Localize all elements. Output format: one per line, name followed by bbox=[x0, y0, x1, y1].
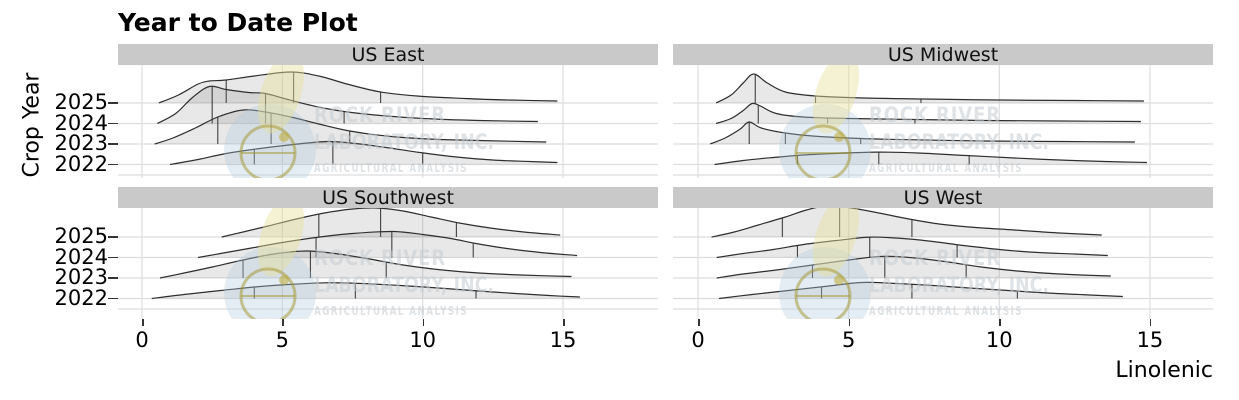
x-tick-label: 5 bbox=[841, 328, 856, 352]
y-tick-mark bbox=[108, 102, 118, 104]
x-tick-label: 15 bbox=[1136, 328, 1164, 352]
watermark-text: AGRICULTURAL ANALYSIS bbox=[869, 304, 1023, 318]
x-tick-label: 0 bbox=[135, 328, 149, 352]
x-tick-mark bbox=[142, 319, 144, 326]
year-label: 2024 bbox=[54, 110, 108, 135]
ridge-2023 bbox=[154, 109, 547, 145]
ridge-2025 bbox=[715, 73, 1144, 104]
watermark-text: LABORATORY, INC. bbox=[314, 130, 494, 154]
year-label: 2022 bbox=[54, 151, 108, 176]
facet-strip-us-southwest: US Southwest bbox=[118, 187, 658, 209]
y-tick-mark bbox=[108, 143, 118, 145]
x-tick-mark bbox=[848, 319, 851, 326]
y-tick-mark bbox=[108, 256, 118, 258]
watermark-text: AGRICULTURAL ANALYSIS bbox=[869, 161, 1023, 175]
watermark-text: ROCK RIVER bbox=[869, 103, 1001, 127]
y-tick-mark bbox=[108, 163, 118, 165]
gridlines bbox=[118, 65, 658, 178]
x-tick-mark bbox=[422, 319, 425, 326]
ridge-2023 bbox=[709, 121, 1135, 145]
watermark-text: AGRICULTURAL ANALYSIS bbox=[314, 304, 468, 318]
watermark-logo: ROCK RIVER LABORATORY, INC. AGRICULTURAL A… bbox=[224, 65, 494, 178]
x-tick-label: 10 bbox=[409, 328, 437, 352]
facet-panel-us-southwest: ROCK RIVER LABORATORY, INC. AGRICULTURAL A… bbox=[118, 208, 658, 319]
x-tick-mark bbox=[999, 319, 1001, 326]
x-tick-label: 15 bbox=[549, 328, 577, 352]
facet-strip-us-east: US East bbox=[118, 44, 658, 66]
x-tick-mark bbox=[698, 319, 700, 326]
x-tick-label: 10 bbox=[985, 328, 1013, 352]
facet-panel-us-east: ROCK RIVER LABORATORY, INC. AGRICULTURAL A… bbox=[118, 65, 658, 178]
ridge-2023 bbox=[716, 255, 1111, 279]
watermark-text: ROCK RIVER bbox=[314, 103, 446, 127]
ridge-2024 bbox=[197, 230, 578, 259]
year-label: 2022 bbox=[54, 285, 108, 310]
x-tick-mark bbox=[563, 319, 565, 326]
watermark-logo: ROCK RIVER LABORATORY, INC. AGRICULTURAL A… bbox=[779, 208, 1049, 319]
y-tick-mark bbox=[108, 277, 118, 279]
year-label: 2025 bbox=[54, 90, 108, 114]
watermark-text: ROCK RIVER bbox=[314, 246, 446, 270]
y-tick-mark bbox=[108, 122, 118, 124]
plot-title: Year to Date Plot bbox=[118, 8, 358, 37]
year-label: 2023 bbox=[54, 131, 108, 155]
watermark-text: LABORATORY, INC. bbox=[314, 273, 494, 297]
facet-strip-us-west: US West bbox=[673, 187, 1213, 209]
x-tick-label: 5 bbox=[275, 328, 290, 352]
x-axis-title: Linolenic bbox=[1115, 358, 1213, 383]
facet-panel-us-west: ROCK RIVER LABORATORY, INC. AGRICULTURAL A… bbox=[673, 208, 1213, 319]
ridge-2023 bbox=[159, 250, 572, 279]
x-tick-label: 0 bbox=[691, 328, 705, 352]
ridge-2022 bbox=[169, 140, 558, 166]
ridge-2022 bbox=[719, 281, 1123, 300]
ridge-2025 bbox=[158, 71, 558, 104]
y-tick-mark bbox=[108, 297, 118, 299]
year-label: 2025 bbox=[54, 224, 108, 248]
x-tick-mark bbox=[1149, 319, 1152, 326]
facet-panel-us-midwest: ROCK RIVER LABORATORY, INC. AGRICULTURAL A… bbox=[673, 65, 1213, 178]
gridlines bbox=[118, 208, 658, 319]
watermark-logo: ROCK RIVER LABORATORY, INC. AGRICULTURAL A… bbox=[224, 208, 494, 319]
year-label: 2024 bbox=[54, 244, 108, 269]
ridge-2024 bbox=[716, 236, 1108, 259]
ridge-2025 bbox=[711, 208, 1102, 238]
watermark-text: ROCK RIVER bbox=[869, 246, 1001, 270]
facet-strip-us-midwest: US Midwest bbox=[673, 44, 1213, 66]
watermark-text: AGRICULTURAL ANALYSIS bbox=[314, 161, 468, 175]
y-tick-mark bbox=[108, 236, 118, 238]
year-label: 2023 bbox=[54, 265, 108, 289]
ridge-2024 bbox=[157, 85, 538, 125]
ridge-2024 bbox=[715, 102, 1141, 125]
x-tick-mark bbox=[282, 319, 284, 326]
watermark-text: LABORATORY, INC. bbox=[869, 130, 1049, 154]
watermark-logo: ROCK RIVER LABORATORY, INC. AGRICULTURAL A… bbox=[779, 65, 1049, 178]
watermark-text: LABORATORY, INC. bbox=[869, 273, 1049, 297]
